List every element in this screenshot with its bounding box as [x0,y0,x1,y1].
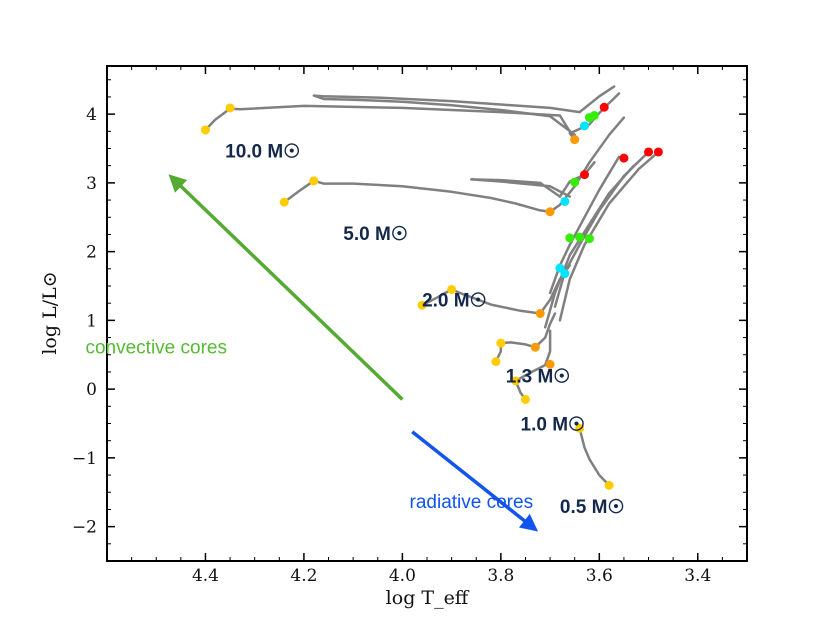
phase-marker [417,300,427,310]
y-tick-label: 3 [86,174,97,194]
track-10_0-m-loop [312,85,616,137]
ticks-layer: 4.4 4.2 4.0 3.8 3.6 3.4 4 3 2 1 0 −1 −2 [72,66,748,586]
arrows-layer [168,174,539,532]
phase-marker [545,207,555,217]
phase-marker [604,480,614,490]
mass-label-5_0-m: 5.0 M☉ [343,224,408,245]
x-tick-label: 3.4 [684,566,711,586]
phase-marker [570,177,580,187]
phase-marker [560,269,570,279]
track-0_5-m [578,427,611,487]
phase-marker [520,394,530,404]
mass-label-1_0-m: 1.0 M☉ [521,414,586,435]
x-tick-label: 3.8 [487,566,514,586]
phase-marker [491,357,501,367]
phase-marker [511,376,521,386]
track-5_0-m-loop [470,161,596,198]
markers-layer [200,102,663,490]
y-axis-label: log L/L⊙ [39,271,61,354]
x-tick-label: 4.2 [290,566,317,586]
y-tick-label: 2 [86,243,97,263]
mass-label-10_0-m: 10.0 M☉ [225,141,300,162]
track-1_3-m [494,312,557,363]
phase-marker [225,103,235,113]
y-tick-label: −2 [72,518,97,538]
phase-marker [644,147,654,157]
labels-layer: 10.0 M☉ 5.0 M☉ 2.0 M☉ 1.3 M☉ 1.0 M☉ 0.5 M☉ con… [85,141,624,517]
mass-label-0_5-m: 0.5 M☉ [560,497,625,518]
phase-marker [309,176,319,186]
radiative-arrow [411,430,539,532]
y-tick-label: −1 [72,449,97,469]
x-axis-label: log T_eff [386,587,470,609]
phase-marker [589,111,599,120]
annotation-radiative-cores: radiative cores [410,492,534,513]
y-tick-label: 4 [86,105,97,125]
phase-marker [580,170,590,180]
phase-marker [575,423,585,433]
x-tick-label: 3.6 [586,566,613,586]
phase-marker [575,232,585,242]
phase-marker [545,359,555,369]
phase-marker [560,196,570,206]
phase-marker [619,153,629,163]
mass-label-2_0-m: 2.0 M☉ [422,291,487,312]
phase-marker [653,147,663,157]
convective-arrow [168,174,404,401]
phase-marker [279,197,289,207]
plot-frame [106,65,748,562]
phase-marker [496,338,506,348]
track-2_0-m [420,264,572,315]
phase-marker [570,135,580,145]
x-tick-label: 4.0 [389,566,416,586]
mass-label-1_3-m: 1.3 M☉ [506,366,571,387]
phase-marker [584,234,594,244]
phase-marker [535,309,545,318]
track-1_0-m [514,329,552,401]
phase-marker [530,342,540,352]
track-rgb-bundle-3 [558,150,660,322]
phase-marker [565,233,575,243]
tracks-layer [204,85,660,487]
phase-marker [200,125,210,135]
annotation-convective-cores: convective cores [85,337,227,358]
y-tick-label: 0 [86,380,97,400]
phase-marker [580,121,590,131]
x-tick-label: 4.4 [192,566,219,586]
phase-marker [599,102,609,112]
phase-marker [447,284,457,294]
y-tick-label: 1 [86,311,97,331]
